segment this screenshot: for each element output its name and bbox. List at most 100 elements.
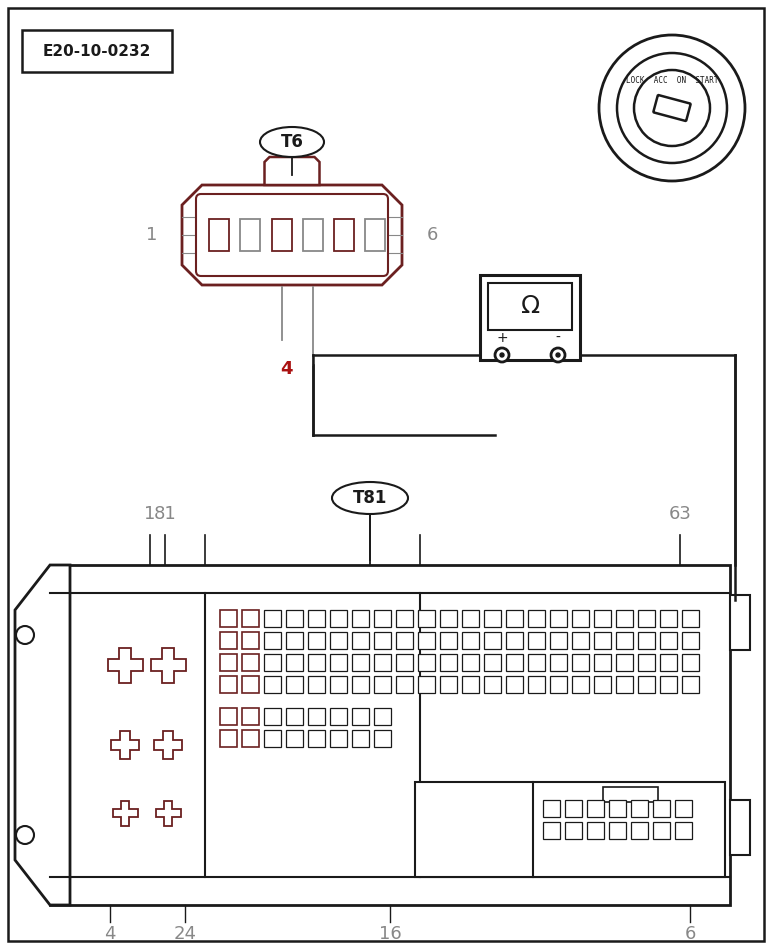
- Polygon shape: [265, 157, 320, 185]
- Bar: [572, 632, 589, 649]
- Bar: [264, 708, 281, 725]
- Bar: [682, 676, 699, 693]
- Bar: [330, 632, 347, 649]
- Bar: [220, 654, 237, 671]
- Text: 4: 4: [280, 360, 293, 378]
- Bar: [334, 219, 354, 251]
- Polygon shape: [151, 647, 185, 682]
- Bar: [528, 654, 545, 671]
- Bar: [374, 730, 391, 747]
- Bar: [675, 800, 692, 817]
- Bar: [374, 632, 391, 649]
- Bar: [730, 595, 750, 650]
- Bar: [209, 219, 229, 251]
- Bar: [638, 632, 655, 649]
- Bar: [220, 610, 237, 627]
- Bar: [565, 822, 582, 839]
- Bar: [488, 283, 572, 329]
- Bar: [550, 610, 567, 627]
- Bar: [242, 654, 259, 671]
- FancyBboxPatch shape: [196, 194, 388, 276]
- Bar: [602, 787, 658, 802]
- Bar: [286, 708, 303, 725]
- Circle shape: [16, 626, 34, 644]
- Bar: [638, 654, 655, 671]
- Bar: [506, 632, 523, 649]
- Bar: [286, 676, 303, 693]
- Bar: [675, 822, 692, 839]
- Polygon shape: [107, 647, 143, 682]
- Text: 63: 63: [669, 505, 692, 523]
- Bar: [638, 610, 655, 627]
- Bar: [272, 219, 292, 251]
- Bar: [550, 676, 567, 693]
- Bar: [330, 708, 347, 725]
- Text: 4: 4: [104, 925, 116, 943]
- Bar: [440, 610, 457, 627]
- Bar: [594, 610, 611, 627]
- Bar: [330, 730, 347, 747]
- Bar: [480, 275, 580, 360]
- Polygon shape: [113, 801, 137, 826]
- Bar: [220, 676, 237, 693]
- Bar: [352, 654, 369, 671]
- Polygon shape: [15, 565, 70, 905]
- Bar: [440, 676, 457, 693]
- Bar: [565, 800, 582, 817]
- Bar: [240, 219, 260, 251]
- Bar: [330, 676, 347, 693]
- Circle shape: [500, 353, 504, 357]
- Bar: [484, 632, 501, 649]
- Bar: [308, 730, 325, 747]
- Bar: [528, 632, 545, 649]
- Bar: [308, 676, 325, 693]
- Bar: [609, 822, 626, 839]
- Bar: [660, 654, 677, 671]
- Bar: [572, 654, 589, 671]
- Text: 81: 81: [154, 505, 176, 523]
- Bar: [440, 654, 457, 671]
- Bar: [418, 654, 435, 671]
- Bar: [352, 610, 369, 627]
- Bar: [653, 822, 670, 839]
- Bar: [506, 676, 523, 693]
- Bar: [462, 676, 479, 693]
- Bar: [308, 632, 325, 649]
- Bar: [616, 632, 633, 649]
- Bar: [396, 610, 413, 627]
- Bar: [22, 30, 172, 72]
- Bar: [415, 782, 725, 877]
- Text: -: -: [556, 331, 560, 345]
- Bar: [638, 676, 655, 693]
- Bar: [594, 654, 611, 671]
- Bar: [286, 730, 303, 747]
- Circle shape: [634, 70, 710, 146]
- Text: LOCK  ACC  ON  START: LOCK ACC ON START: [626, 76, 718, 84]
- Bar: [587, 822, 604, 839]
- Circle shape: [556, 353, 560, 357]
- Bar: [506, 654, 523, 671]
- Bar: [264, 610, 281, 627]
- Bar: [653, 800, 670, 817]
- Text: 24: 24: [174, 925, 197, 943]
- Text: 1: 1: [147, 226, 157, 244]
- Bar: [396, 632, 413, 649]
- Bar: [631, 822, 648, 839]
- Bar: [396, 676, 413, 693]
- Bar: [352, 708, 369, 725]
- Bar: [286, 654, 303, 671]
- FancyBboxPatch shape: [653, 95, 690, 121]
- Text: +: +: [496, 331, 508, 345]
- Bar: [352, 632, 369, 649]
- Bar: [682, 654, 699, 671]
- Bar: [330, 610, 347, 627]
- Bar: [242, 632, 259, 649]
- Ellipse shape: [332, 482, 408, 514]
- Bar: [616, 676, 633, 693]
- Circle shape: [495, 348, 509, 362]
- Bar: [264, 654, 281, 671]
- Bar: [418, 610, 435, 627]
- Circle shape: [16, 826, 34, 844]
- Bar: [303, 219, 323, 251]
- Bar: [220, 708, 237, 725]
